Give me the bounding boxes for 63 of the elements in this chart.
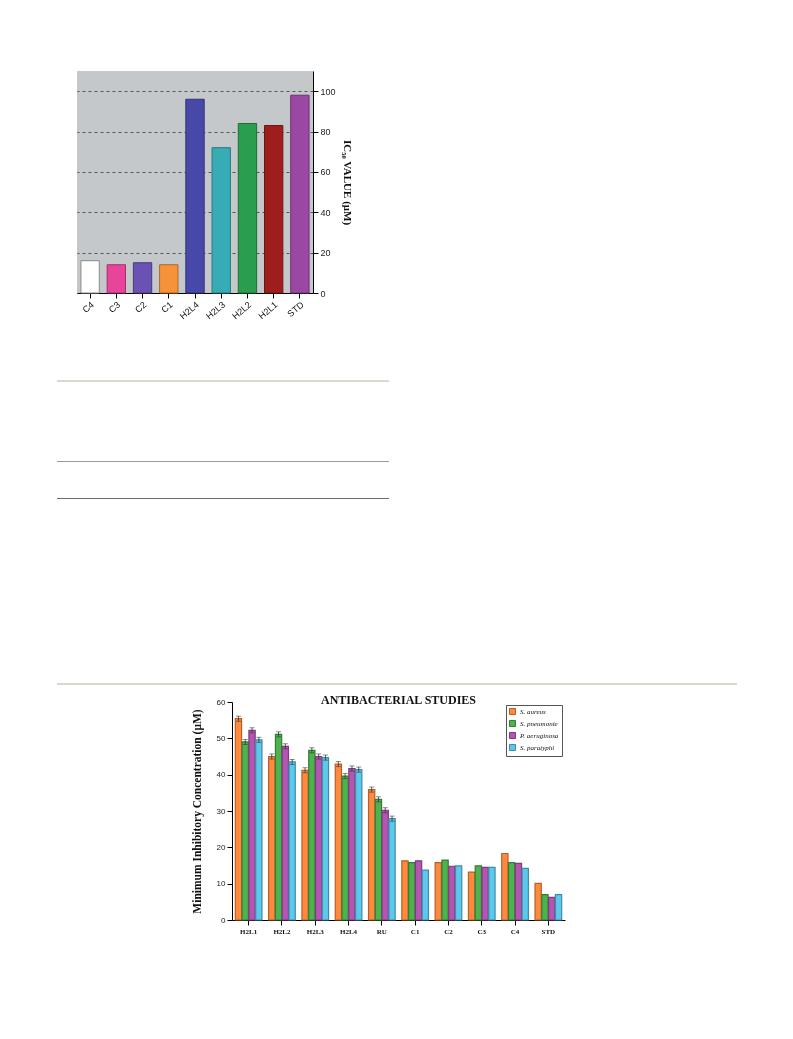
bar bbox=[132, 262, 153, 294]
bar bbox=[467, 871, 476, 921]
bar bbox=[308, 749, 316, 921]
x-tick-label: C4 bbox=[80, 299, 96, 315]
x-tick-label: C1 bbox=[159, 299, 175, 315]
bar bbox=[388, 818, 396, 921]
bar bbox=[501, 852, 509, 921]
bar bbox=[241, 741, 249, 921]
bar bbox=[274, 733, 283, 921]
y-tick-label: 30 bbox=[216, 806, 227, 816]
bar bbox=[106, 264, 127, 294]
bar bbox=[159, 264, 179, 294]
bar bbox=[401, 860, 409, 921]
y-tick-label: 40 bbox=[320, 207, 331, 218]
y-tick-label: 10 bbox=[216, 879, 227, 889]
bar bbox=[448, 865, 456, 921]
y-tick-label: 100 bbox=[320, 86, 336, 97]
bar bbox=[355, 768, 363, 921]
y-axis-title: IC₅₀ VALUE (μM) bbox=[340, 139, 354, 226]
bar bbox=[441, 859, 449, 921]
bar bbox=[263, 124, 284, 294]
bar bbox=[314, 755, 323, 921]
bar bbox=[367, 788, 376, 921]
bar bbox=[481, 866, 489, 921]
y-tick-label: 60 bbox=[320, 167, 331, 178]
bar bbox=[548, 896, 556, 921]
x-tick-label: C3 bbox=[106, 299, 123, 315]
bar bbox=[554, 893, 563, 921]
bar bbox=[434, 861, 442, 921]
bar bbox=[507, 861, 516, 921]
bar bbox=[408, 861, 416, 921]
y-tick-label: 80 bbox=[320, 127, 331, 138]
bar bbox=[211, 147, 231, 294]
y-tick-label: 0 bbox=[320, 288, 326, 299]
bar bbox=[321, 756, 330, 921]
bar bbox=[80, 260, 100, 294]
bar bbox=[414, 860, 423, 921]
y-axis-title: Minimum Inhibitory Concentration (μM) bbox=[190, 709, 204, 914]
bar bbox=[301, 769, 309, 921]
bar bbox=[290, 94, 310, 294]
y-tick-label: 20 bbox=[216, 842, 227, 852]
bar bbox=[421, 869, 430, 921]
y-tick-label: 60 bbox=[216, 697, 227, 707]
bar bbox=[248, 729, 256, 921]
bar bbox=[268, 755, 276, 921]
bar bbox=[454, 865, 463, 921]
chart-title: ANTIBACTERIAL STUDIES bbox=[320, 693, 477, 707]
bar bbox=[348, 767, 356, 921]
x-tick-label: C2 bbox=[133, 299, 149, 315]
bar bbox=[381, 809, 389, 921]
y-tick-label: 0 bbox=[221, 915, 227, 925]
bar bbox=[521, 867, 529, 921]
bar bbox=[185, 98, 205, 294]
bar bbox=[541, 893, 549, 921]
y-tick-label: 20 bbox=[320, 248, 331, 259]
bar bbox=[288, 761, 296, 921]
bar bbox=[237, 122, 258, 294]
bar bbox=[488, 866, 496, 921]
bar bbox=[341, 775, 349, 921]
y-tick-label: 40 bbox=[216, 770, 227, 780]
y-tick-label: 50 bbox=[216, 733, 227, 743]
bar bbox=[534, 882, 542, 921]
x-tick-label: STD bbox=[285, 299, 307, 319]
